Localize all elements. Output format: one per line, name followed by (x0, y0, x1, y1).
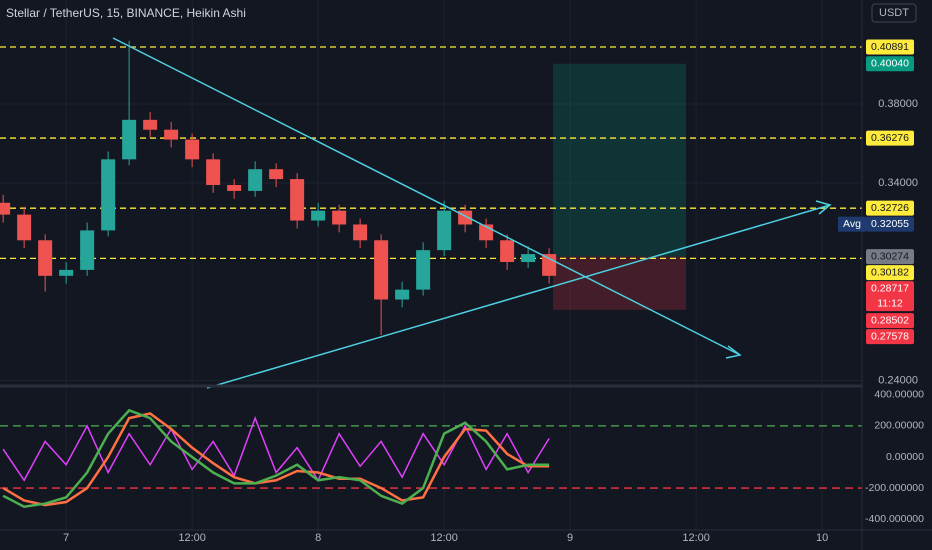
osc-tick-label: -400.000000 (865, 513, 924, 525)
price-tag-label: 0.27578 (871, 330, 909, 342)
candle-body (311, 210, 326, 221)
candle-body (80, 230, 95, 270)
arrow-head (815, 200, 832, 215)
candle-body (38, 240, 53, 276)
x-tick-label: 10 (816, 532, 828, 544)
currency-box (871, 3, 917, 23)
osc-line (2, 408, 550, 508)
candle-body (164, 129, 179, 140)
loss-zone (553, 256, 686, 310)
price-tag-label: 0.32726 (871, 202, 909, 214)
price-tag (866, 200, 914, 216)
price-tag (866, 216, 914, 232)
candle-body (227, 184, 242, 191)
x-tick-label: 9 (567, 532, 573, 544)
y-tick-label: 0.38000 (878, 98, 918, 110)
price-tag-label: 0.28502 (871, 314, 909, 326)
candle-body (143, 119, 158, 130)
osc-tick-label: 0.00000 (886, 451, 924, 463)
candle-body (185, 139, 200, 160)
x-tick-label: 12:00 (682, 532, 710, 544)
candles (0, 40, 557, 336)
candle-body (101, 159, 116, 231)
level-lines (0, 46, 862, 260)
candle-body (500, 240, 515, 262)
oscillator (0, 408, 862, 508)
x-tick-label: 12:00 (430, 532, 458, 544)
osc-tick-label: 400.00000 (874, 389, 924, 401)
osc-line (2, 412, 550, 507)
x-tick-label: 7 (63, 532, 69, 544)
candle-body (0, 202, 11, 215)
candle-body (248, 169, 263, 191)
y-tick-label: 0.34000 (878, 177, 918, 189)
osc-tick-label: 200.00000 (874, 420, 924, 432)
candle-body (206, 159, 221, 185)
price-tags: 0.40891 0.40040 0.36276 0.32726 0.32055 Avg 0.… (838, 39, 914, 345)
price-tag (866, 56, 914, 72)
price-tag-label: 0.40040 (871, 58, 909, 70)
candle-body (416, 250, 431, 290)
price-tag (866, 313, 914, 329)
price-tag (866, 130, 914, 146)
price-tag (866, 249, 914, 265)
price-tag-label: 0.32055 (871, 218, 909, 230)
price-tag (866, 281, 914, 312)
x-tick-label: 12:00 (178, 532, 206, 544)
candle-body (59, 269, 74, 276)
countdown: 11:12 (877, 297, 903, 309)
candle-body (17, 214, 32, 241)
currency: USDT (879, 7, 909, 19)
osc-tick-label: -200.000000 (865, 482, 924, 494)
candle-body (395, 289, 410, 300)
avg-box (838, 216, 866, 232)
chart-title: Stellar / TetherUS, 15, BINANCE, Heikin … (6, 6, 246, 20)
price-tag (866, 329, 914, 345)
y-tick-label: 0.24000 (878, 374, 918, 386)
trend-line (112, 37, 741, 356)
price-tag-label: 0.36276 (871, 132, 909, 144)
arrow-head (725, 345, 742, 359)
price-tag (866, 39, 914, 55)
candle-body (437, 210, 452, 251)
candle-body (122, 119, 137, 160)
candle-body (332, 210, 347, 225)
candle-body (290, 179, 305, 221)
price-tag-label: 0.30274 (871, 250, 909, 262)
trend-line (206, 204, 831, 389)
candle-body (353, 224, 368, 241)
price-tag (866, 265, 914, 281)
profit-zone (553, 63, 686, 257)
grid (0, 0, 862, 530)
position-box (553, 63, 686, 310)
axis: 7 12:00 8 12:00 9 12:00 10 0.38000 0.34000 0.2400… (63, 98, 924, 544)
candle-body (374, 240, 389, 300)
candle-body (542, 254, 557, 276)
price-tag-label: 0.28717 (871, 282, 909, 294)
x-tick-label: 8 (315, 532, 321, 544)
price-tag-label: 0.30182 (871, 266, 909, 278)
avg-label: Avg (843, 218, 861, 230)
price-tag-label: 0.40891 (871, 41, 909, 53)
candle-body (269, 169, 284, 180)
candle-body (521, 254, 536, 262)
